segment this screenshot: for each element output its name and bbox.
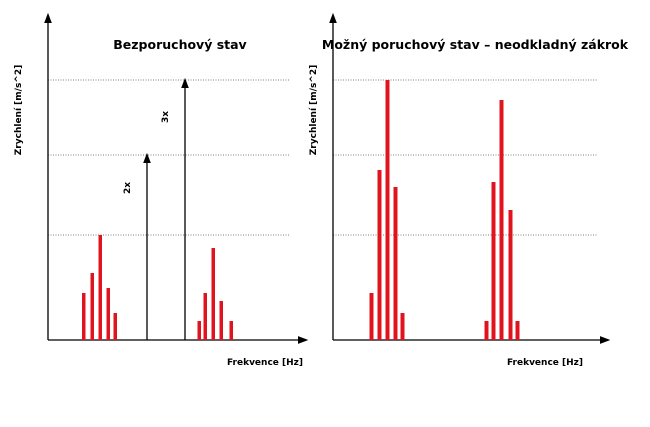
bar	[203, 293, 207, 340]
annotation: 3x	[161, 111, 171, 123]
bar	[499, 100, 504, 340]
x-axis-label: Frekvence [Hz]	[507, 358, 583, 368]
bar	[106, 288, 110, 340]
bar	[385, 80, 390, 340]
panel-left: 2x 3x Bezporuchový stav Zrychlení [m/s^2…	[14, 12, 309, 368]
y-axis-label: Zrychlení [m/s^2]	[309, 65, 319, 155]
panel-right: Možný poruchový stav – neodkladný zákrok…	[309, 12, 629, 368]
bar	[369, 293, 374, 340]
bar	[393, 187, 398, 340]
bar	[515, 321, 520, 340]
bar	[90, 273, 94, 340]
bar	[219, 301, 223, 340]
bar	[197, 321, 201, 340]
bar	[491, 182, 496, 340]
bar	[113, 313, 117, 340]
bars	[82, 235, 233, 340]
bar	[98, 235, 102, 340]
annotation: 2x	[123, 182, 133, 194]
bar	[400, 313, 405, 340]
panel-title: Možný poruchový stav – neodkladný zákrok	[322, 37, 629, 52]
bar	[377, 170, 382, 340]
bar	[211, 248, 215, 340]
bar	[508, 210, 513, 340]
y-axis-label: Zrychlení [m/s^2]	[14, 65, 24, 155]
bars	[369, 80, 520, 340]
panel-title: Bezporuchový stav	[113, 37, 246, 52]
bar	[229, 321, 233, 340]
bar	[484, 321, 489, 340]
x-axis-label: Frekvence [Hz]	[227, 358, 303, 368]
bar	[82, 293, 86, 340]
